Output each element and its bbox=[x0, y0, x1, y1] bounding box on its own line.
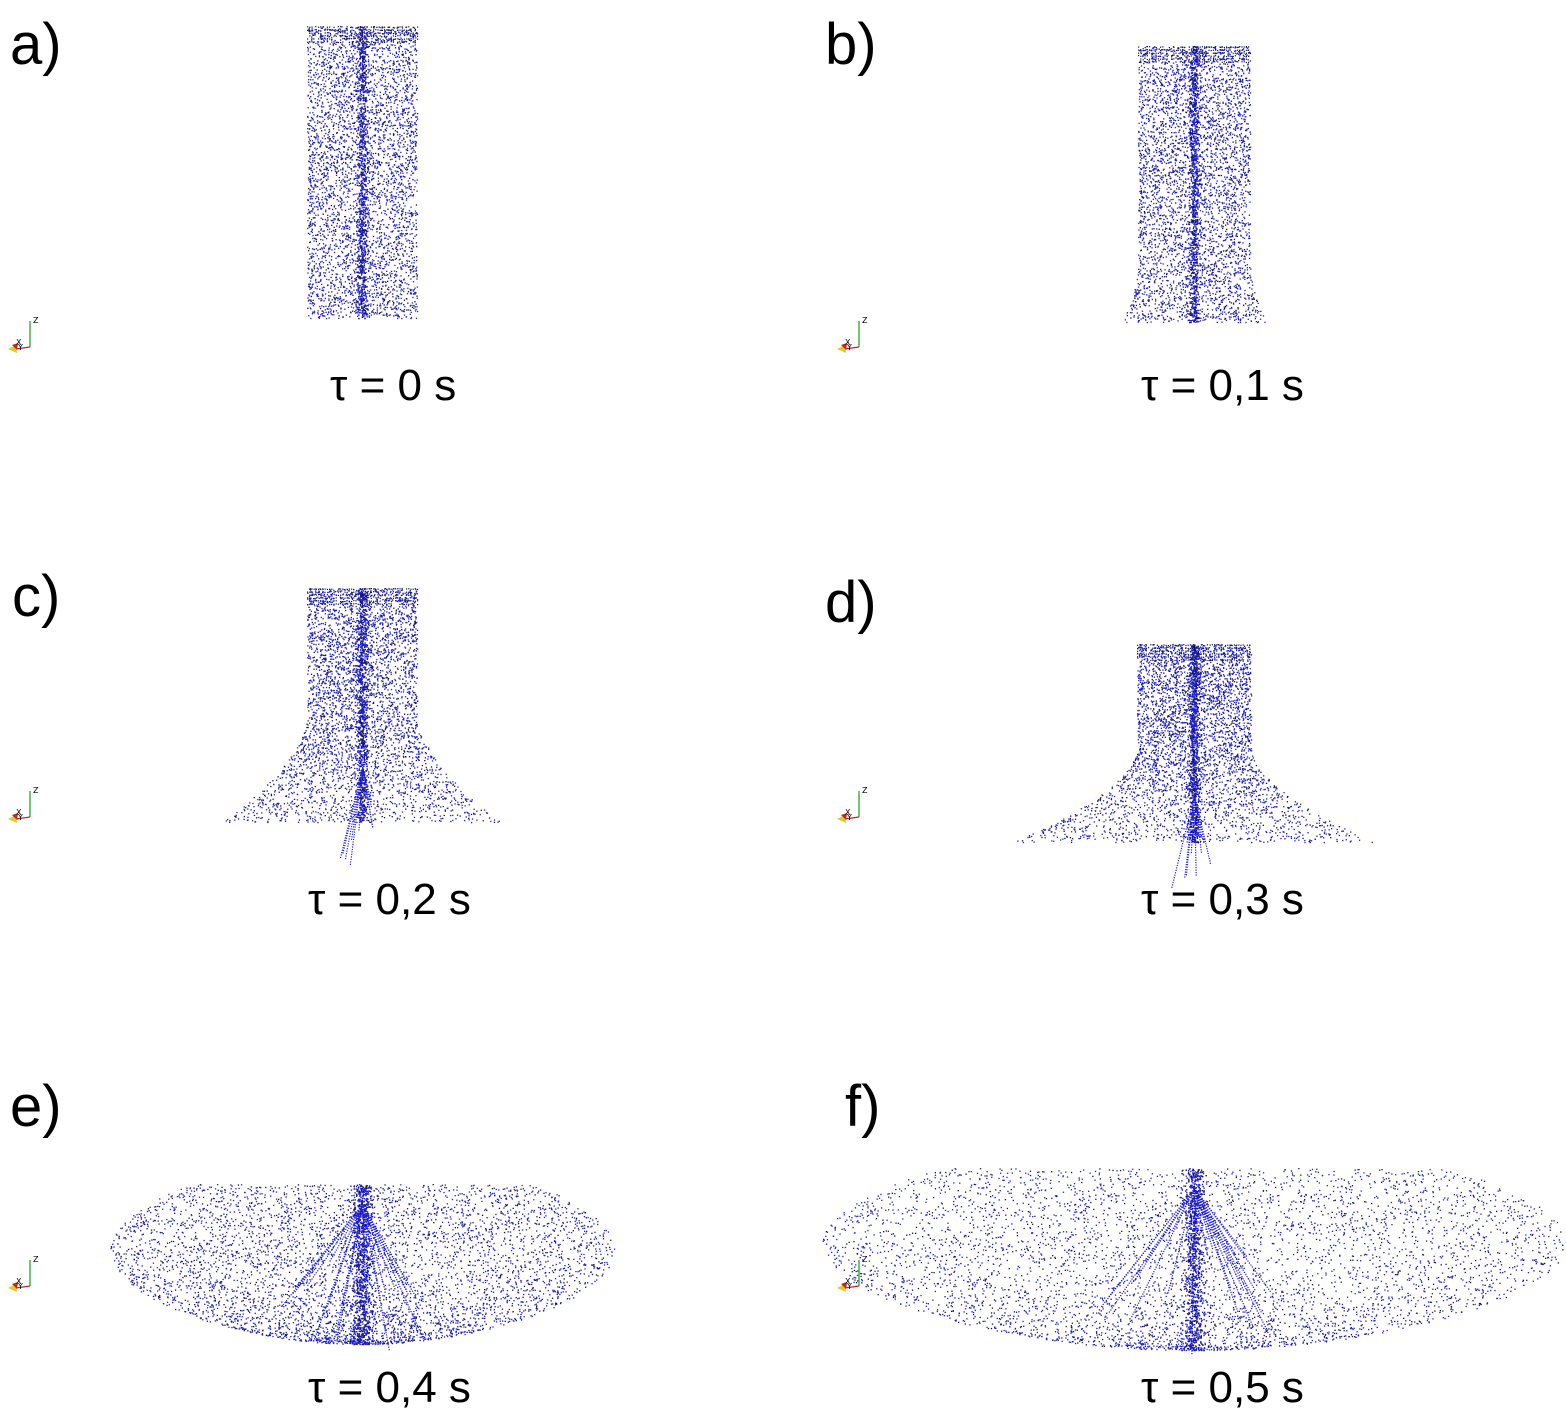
panel-letter: c) bbox=[12, 568, 60, 626]
particle-cloud bbox=[307, 26, 419, 320]
panel-letter: e) bbox=[10, 1078, 62, 1136]
particle-cloud bbox=[822, 1168, 1566, 1355]
axes-triad-icon: ZXY bbox=[837, 1255, 868, 1292]
panel-letter: a) bbox=[10, 16, 62, 74]
axes-triad-icon: ZXY bbox=[8, 786, 39, 823]
panel-letter: d) bbox=[825, 574, 877, 632]
time-caption: τ = 0,2 s bbox=[308, 878, 471, 922]
time-caption: τ = 0,4 s bbox=[308, 1366, 471, 1410]
axes-triad-icon: ZXY bbox=[837, 786, 868, 823]
panel-letter: f) bbox=[845, 1078, 880, 1136]
axes-triad-icon: ZXY bbox=[8, 1255, 39, 1292]
panel-letter: b) bbox=[825, 16, 877, 74]
particle-cloud bbox=[225, 588, 500, 865]
time-caption: τ = 0,5 s bbox=[1141, 1366, 1304, 1410]
time-caption: τ = 0,1 s bbox=[1141, 364, 1304, 408]
time-caption: τ = 0 s bbox=[330, 364, 456, 408]
particle-cloud bbox=[1124, 46, 1266, 324]
time-caption: τ = 0,3 s bbox=[1141, 878, 1304, 922]
particle-cloud bbox=[1017, 644, 1373, 888]
axes-triad-icon: ZXY bbox=[8, 316, 39, 353]
axes-triad-icon: ZXY bbox=[837, 316, 868, 353]
particle-cloud bbox=[110, 1184, 616, 1351]
